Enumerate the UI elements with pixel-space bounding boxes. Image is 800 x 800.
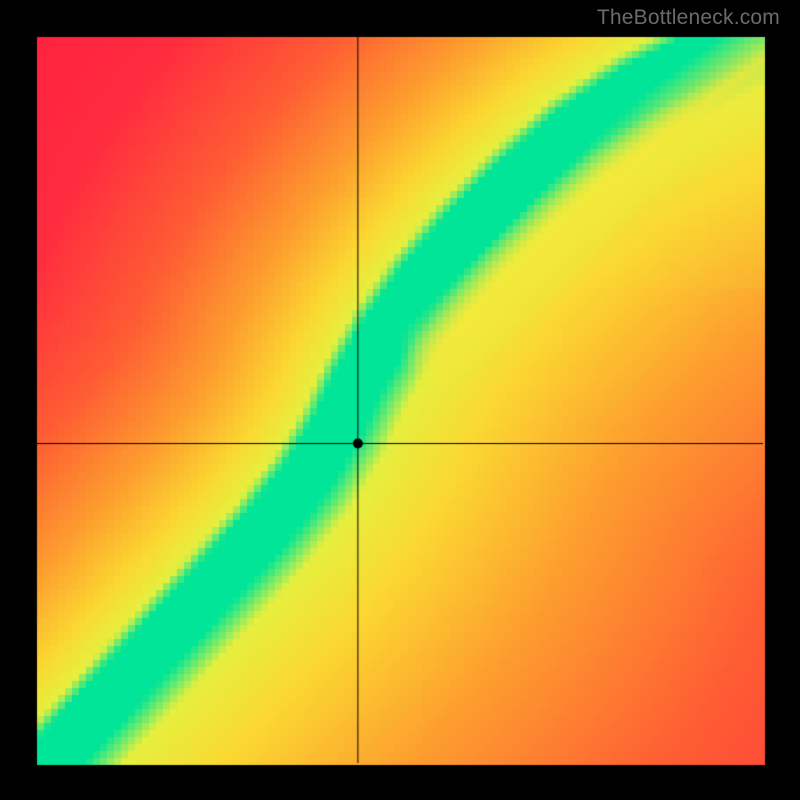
bottleneck-heatmap [0,0,800,800]
watermark-text: TheBottleneck.com [597,6,780,30]
chart-container: TheBottleneck.com [0,0,800,800]
